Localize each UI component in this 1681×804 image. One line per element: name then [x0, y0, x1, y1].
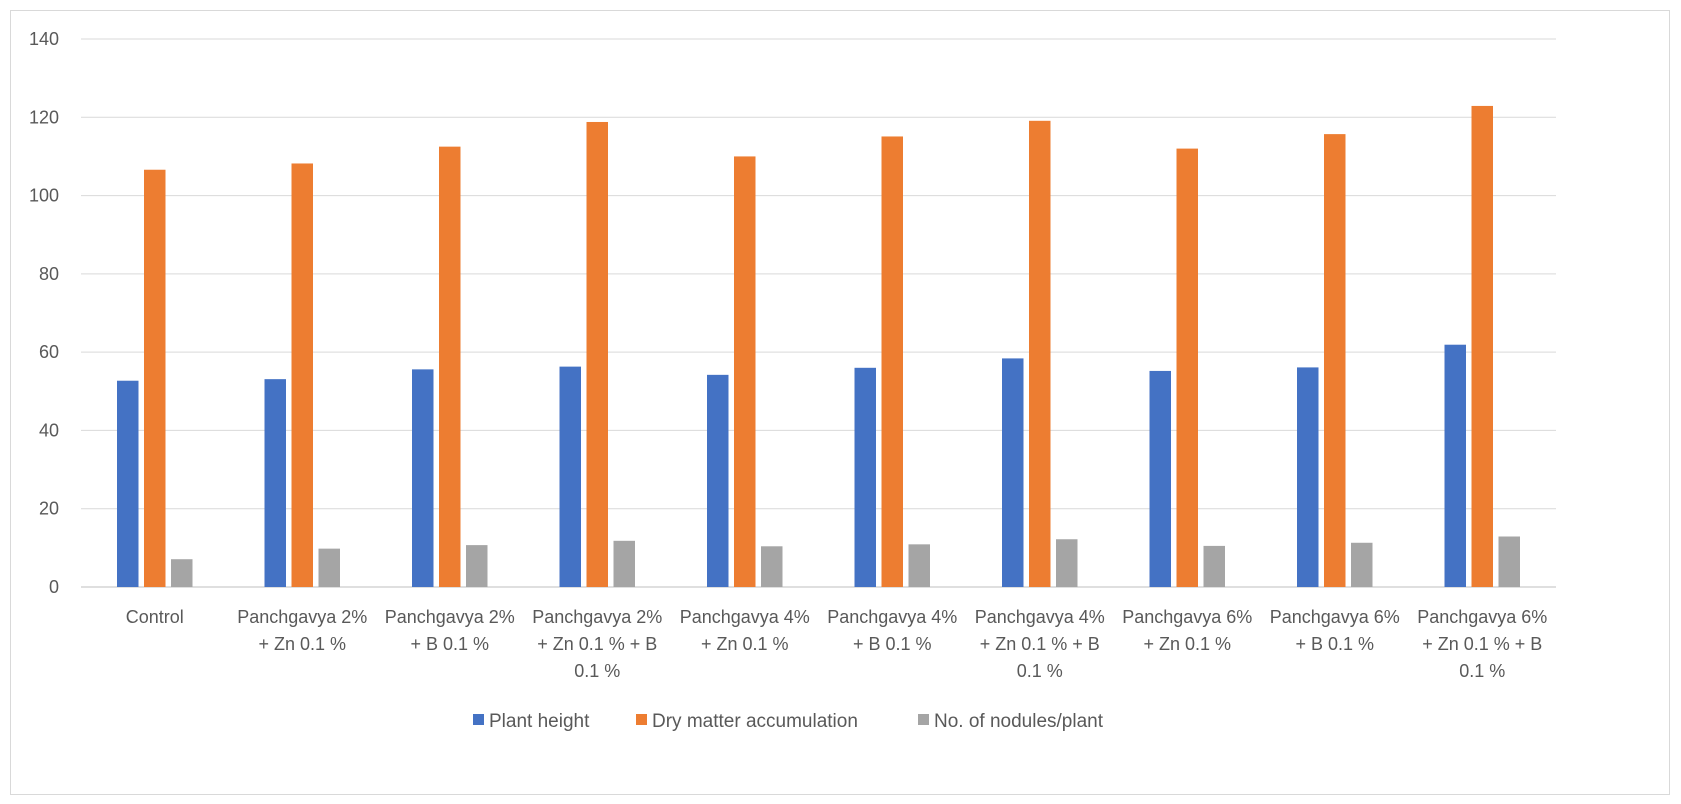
y-tick-label: 60 [39, 342, 59, 362]
legend-swatch [473, 714, 484, 725]
bar-dry-matter-accumulation [586, 121, 608, 588]
x-category-label: Control [126, 607, 184, 627]
x-category-label: Panchgavya 4% [680, 607, 810, 627]
legend: Plant height Dry matter accumulation No. o… [473, 711, 1104, 732]
bar-plant-height [1149, 370, 1171, 587]
x-category-label: Panchgavya 4% [975, 607, 1105, 627]
y-axis-ticks: 0 20 40 60 80 100 120 140 [29, 29, 59, 597]
bar-chart: 0 20 40 60 80 100 120 140 Control Panchgavya 2% +… [29, 29, 1556, 732]
y-tick-label: 80 [39, 264, 59, 284]
y-tick-label: 0 [49, 577, 59, 597]
x-axis-labels: Control Panchgavya 2% + Zn 0.1 % Panchgavya… [126, 607, 1548, 681]
bar-no-of-nodules-plant [1056, 539, 1078, 587]
bar-dry-matter-accumulation [144, 169, 166, 588]
y-tick-label: 140 [29, 29, 59, 49]
legend-label: Dry matter accumulation [652, 711, 858, 732]
bar-no-of-nodules-plant [1351, 542, 1373, 587]
x-category-label: Panchgavya 6% [1417, 607, 1547, 627]
y-tick-label: 40 [39, 420, 59, 440]
x-category-label: + Zn 0.1 % [258, 634, 346, 654]
bar-plant-height [264, 379, 286, 587]
bar-dry-matter-accumulation [1324, 134, 1346, 588]
x-category-label: + Zn 0.1 % + B [537, 634, 657, 654]
x-category-label: Panchgavya 2% [385, 607, 515, 627]
bar-plant-height [1002, 358, 1024, 587]
x-category-label: + B 0.1 % [410, 634, 489, 654]
x-category-label: + Zn 0.1 % [1143, 634, 1231, 654]
bar-dry-matter-accumulation [1471, 105, 1493, 587]
legend-label: Plant height [489, 711, 590, 732]
x-category-label: Panchgavya 2% [237, 607, 367, 627]
bar-no-of-nodules-plant [171, 559, 193, 587]
bar-no-of-nodules-plant [761, 546, 783, 587]
x-category-label: + B 0.1 % [1295, 634, 1374, 654]
bar-no-of-nodules-plant [908, 544, 930, 587]
bar-no-of-nodules-plant [1203, 545, 1225, 587]
legend-swatch [636, 714, 647, 725]
bar-plant-height [1444, 344, 1466, 587]
bar-dry-matter-accumulation [1176, 148, 1198, 587]
x-category-label: Panchgavya 4% [827, 607, 957, 627]
bar-dry-matter-accumulation [734, 156, 756, 587]
gridlines [81, 38, 1556, 588]
bar-plant-height [412, 369, 434, 587]
x-category-label: 0.1 % [1459, 661, 1505, 681]
bar-dry-matter-accumulation [881, 136, 903, 588]
bar-no-of-nodules-plant [613, 540, 635, 587]
bar-no-of-nodules-plant [318, 548, 340, 587]
bar-dry-matter-accumulation [291, 163, 313, 587]
bar-plant-height [117, 380, 139, 587]
x-category-label: 0.1 % [1017, 661, 1063, 681]
legend-swatch [918, 714, 929, 725]
y-tick-label: 120 [29, 107, 59, 127]
x-category-label: Panchgavya 2% [532, 607, 662, 627]
y-tick-label: 20 [39, 499, 59, 519]
chart-frame: 0 20 40 60 80 100 120 140 Control Panchgavya 2% +… [10, 10, 1670, 795]
y-tick-label: 100 [29, 186, 59, 206]
bar-plant-height [707, 374, 729, 587]
bar-no-of-nodules-plant [466, 545, 488, 587]
x-category-label: + Zn 0.1 % [701, 634, 789, 654]
bar-no-of-nodules-plant [1498, 536, 1520, 587]
legend-label: No. of nodules/plant [934, 711, 1104, 732]
x-category-label: + Zn 0.1 % + B [980, 634, 1100, 654]
x-category-label: Panchgavya 6% [1270, 607, 1400, 627]
bar-dry-matter-accumulation [1029, 120, 1051, 588]
bar-dry-matter-accumulation [439, 146, 461, 587]
x-category-label: + Zn 0.1 % + B [1422, 634, 1542, 654]
x-category-label: Panchgavya 6% [1122, 607, 1252, 627]
x-category-label: + B 0.1 % [853, 634, 932, 654]
x-category-label: 0.1 % [574, 661, 620, 681]
bars [117, 105, 1520, 588]
bar-plant-height [854, 367, 876, 587]
bar-plant-height [559, 366, 581, 587]
bar-plant-height [1297, 367, 1319, 587]
